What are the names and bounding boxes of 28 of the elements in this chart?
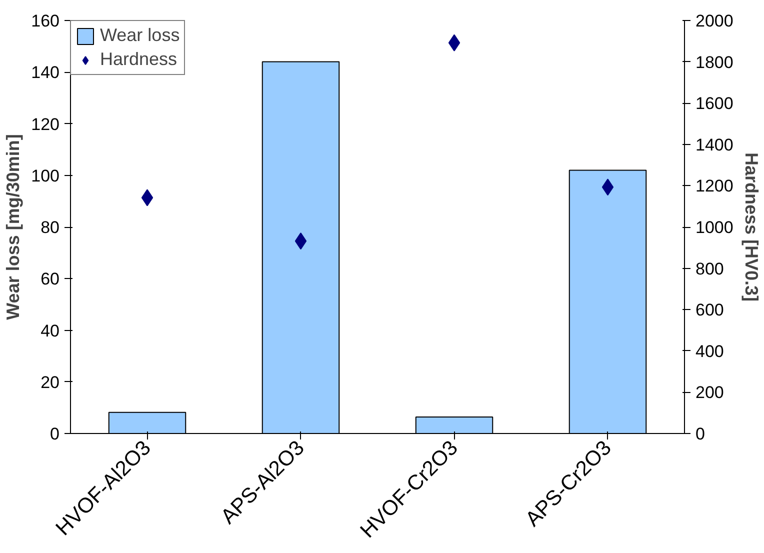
y2-tick-label: 1200: [696, 176, 734, 196]
y2-axis-title: Hardness [HV0.3]: [741, 152, 762, 302]
y2-tick-label: 0: [696, 424, 705, 444]
y-tick-label: 140: [31, 63, 60, 82]
y2-tick-label: 1800: [696, 52, 734, 72]
point: [602, 178, 614, 196]
y2-tick-label: 1000: [696, 218, 734, 237]
y-tick-label: 120: [31, 114, 60, 134]
legend-label: Hardness: [100, 49, 178, 70]
y-tick-label: 60: [40, 270, 60, 289]
y2-tick-label: 2000: [696, 12, 734, 30]
y-tick-label: 20: [40, 372, 60, 392]
y2-tick-label: 1600: [696, 94, 734, 114]
y-tick-label: 100: [31, 166, 60, 186]
point: [141, 189, 154, 206]
point: [294, 232, 307, 250]
legend-label: Wear loss: [100, 25, 180, 46]
y-tick-label: 80: [40, 218, 60, 237]
y-tick-label: 160: [31, 12, 60, 30]
y-axis-title: Wear loss [mg/30min]: [3, 134, 24, 320]
y2-tick-label: 600: [696, 300, 724, 320]
y2-tick-label: 400: [696, 342, 724, 361]
y-tick-label: 0: [50, 424, 60, 444]
y2-tick-label: 1400: [696, 135, 734, 154]
y-tick-label: 40: [40, 321, 60, 340]
point: [448, 34, 460, 52]
y2-tick-label: 200: [696, 383, 724, 402]
y2-tick-label: 800: [696, 259, 724, 278]
